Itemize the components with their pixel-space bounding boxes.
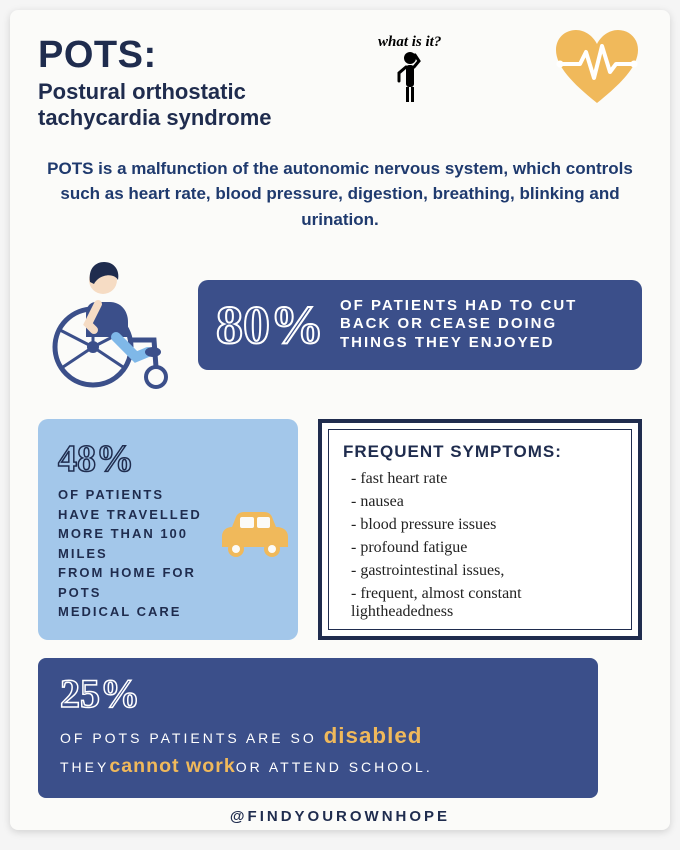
footer-handle: @FINDYOUROWNHOPE — [38, 808, 642, 825]
stat-25-em2: cannot work — [109, 755, 235, 777]
stat-80-pct: 80% — [216, 294, 324, 356]
stat-48-mid: FROM HOME FOR POTS — [58, 565, 196, 600]
symptoms-title: FREQUENT SYMPTOMS: — [343, 442, 617, 462]
stat-48-pre: OF PATIENTS HAVE TRAVELLED — [58, 487, 202, 522]
symptoms-box: FREQUENT SYMPTOMS: - fast heart rate - na… — [318, 419, 642, 640]
stat-48-bold1: MORE THAN 100 MILES — [58, 526, 188, 561]
title-sub: Postural orthostatic tachycardia syndrom… — [38, 79, 328, 132]
intro-text: POTS is a malfunction of the autonomic n… — [38, 156, 642, 233]
symptom-item: - profound fatigue — [351, 539, 617, 557]
stat-25-pct: 25% — [60, 670, 576, 717]
stat-48-text: OF PATIENTS HAVE TRAVELLED MORE THAN 100… — [58, 485, 208, 622]
person-thinking-icon — [395, 51, 425, 103]
stat-80-text: OF PATIENTS HAD TO CUT BACK OR CEASE DOI… — [340, 297, 624, 353]
symptoms-inner: FREQUENT SYMPTOMS: - fast heart rate - na… — [328, 429, 632, 630]
stat-25-c: OR ATTEND SCHOOL. — [236, 759, 433, 775]
row-48-symptoms: 48% OF PATIENTS HAVE TRAVELLED MORE THAN… — [38, 419, 642, 640]
stat-48-pct: 48% — [58, 437, 282, 481]
symptom-item: - nausea — [351, 493, 617, 511]
stat-48-box: 48% OF PATIENTS HAVE TRAVELLED MORE THAN… — [38, 419, 298, 640]
stat-25-a: OF POTS PATIENTS ARE SO — [60, 730, 324, 746]
stat-80-box: 80% OF PATIENTS HAD TO CUT BACK OR CEASE… — [198, 280, 642, 370]
heart-icon — [552, 28, 642, 113]
stat-25-b: THEY — [60, 759, 109, 775]
symptom-item: - gastrointestinal issues, — [351, 562, 617, 580]
symptoms-list: - fast heart rate - nausea - blood pressur… — [343, 470, 617, 621]
what-is-it: what is it? — [378, 34, 441, 108]
what-is-it-text: what is it? — [378, 34, 441, 51]
symptom-item: - blood pressure issues — [351, 516, 617, 534]
stat-48-bold2: MEDICAL CARE — [58, 604, 181, 619]
stat-25-em1: disabled — [324, 723, 423, 748]
infographic-card: POTS: Postural orthostatic tachycardia s… — [10, 10, 670, 830]
symptom-item: - frequent, almost constant lightheadedn… — [351, 585, 617, 621]
header: POTS: Postural orthostatic tachycardia s… — [38, 34, 642, 132]
stat-25-box: 25% OF POTS PATIENTS ARE SO disabled THE… — [38, 658, 598, 798]
car-icon — [214, 507, 292, 564]
wheelchair-icon — [38, 252, 188, 397]
symptom-item: - fast heart rate — [351, 470, 617, 488]
stat-25-text: OF POTS PATIENTS ARE SO disabled THEYcan… — [60, 719, 576, 782]
row-stat-80: 80% OF PATIENTS HAD TO CUT BACK OR CEASE… — [38, 252, 642, 397]
